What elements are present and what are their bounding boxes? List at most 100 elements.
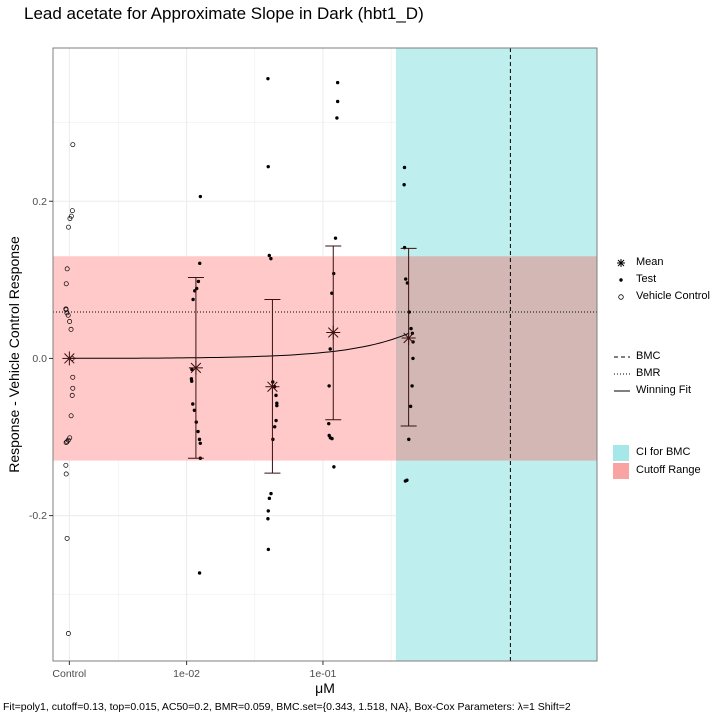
- test-point: [403, 479, 408, 483]
- test-point: [402, 183, 406, 187]
- mean-marker-stroke: [267, 381, 278, 392]
- mean-marker-stroke: [190, 362, 202, 374]
- legend-label-bmr: BMR: [636, 367, 661, 379]
- test-point: [196, 279, 201, 284]
- asterisk-icon: [617, 259, 625, 267]
- vehicle-control-point: [64, 439, 70, 445]
- test-point: [410, 384, 414, 388]
- mean-marker: [62, 351, 77, 366]
- test-point: [267, 253, 271, 258]
- vehicle-control-point: [68, 413, 74, 419]
- open-circle-icon: [618, 294, 624, 300]
- test-point: [266, 76, 270, 81]
- lines-legend: BMC BMR Winning Fit: [612, 348, 720, 404]
- test-point: [335, 116, 339, 120]
- mean-marker: [265, 379, 280, 394]
- test-point: [198, 261, 202, 266]
- mean-marker-stroke: [64, 353, 75, 364]
- test-point: [327, 384, 331, 388]
- vehicle-control-point: [68, 213, 74, 219]
- test-point: [333, 236, 338, 240]
- vehicle-control-point: [68, 326, 74, 332]
- test-point: [327, 421, 331, 426]
- vehicle-control-point: [64, 535, 70, 541]
- points-legend: Mean Test Vehicle Control: [612, 254, 720, 310]
- test-point: [267, 496, 272, 501]
- y-tick-label: -0.2: [29, 510, 47, 522]
- vehicle-control-point: [70, 385, 76, 391]
- test-point: [198, 194, 203, 199]
- test-point: [196, 429, 200, 434]
- legend-label-winning-fit: Winning Fit: [636, 384, 692, 396]
- fit-summary-footer: Fit=poly1, cutoff=0.13, top=0.015, AC50=…: [3, 701, 571, 713]
- test-point: [402, 165, 407, 170]
- test-point: [191, 297, 195, 302]
- test-point: [266, 164, 270, 169]
- test-point: [274, 418, 278, 423]
- vehicle-control-point: [63, 462, 69, 468]
- mean-marker: [188, 360, 203, 375]
- vehicle-control-point: [66, 224, 71, 230]
- test-point: [272, 425, 277, 429]
- test-point: [198, 441, 202, 446]
- vehicle-control-point: [70, 142, 76, 148]
- legend-label-cutoff-range: Cutoff Range: [636, 464, 701, 476]
- vehicle-control-point: [67, 216, 73, 221]
- test-point: [275, 401, 279, 405]
- vehicle-control-point: [65, 312, 71, 318]
- test-point: [197, 437, 202, 442]
- vehicle-control-point: [63, 471, 69, 477]
- chart-title: Lead acetate for Approximate Slope in Da…: [24, 4, 424, 23]
- test-point: [266, 509, 270, 513]
- y-tick-label: 0.2: [32, 196, 47, 208]
- y-axis-label: Response - Vehicle Control Response: [6, 236, 22, 473]
- plot-border: [52, 47, 598, 662]
- test-point: [409, 326, 413, 331]
- test-point: [335, 99, 340, 104]
- x-tick-label: Control: [52, 668, 86, 680]
- legend-label-bmc: BMC: [636, 350, 661, 362]
- legend-label-test: Test: [636, 273, 657, 285]
- test-point: [197, 571, 202, 575]
- vehicle-control-point: [65, 631, 71, 636]
- legend-label-ci-for-bmc: CI for BMC: [636, 446, 691, 458]
- test-point: [328, 347, 332, 351]
- test-point: [269, 491, 273, 496]
- vehicle-control-point: [70, 374, 76, 380]
- vehicle-control-point: [63, 440, 69, 445]
- fills-legend: CI for BMC Cutoff Range: [612, 444, 720, 484]
- ci-cutoff-overlap: [395, 256, 597, 461]
- dashed-line-icon: [614, 356, 630, 358]
- mean-marker: [326, 325, 341, 340]
- test-point: [266, 547, 271, 552]
- vehicle-control-point: [69, 208, 75, 214]
- test-point: [190, 367, 194, 372]
- test-point: [190, 379, 194, 383]
- x-tick-label: 1e-02: [173, 668, 200, 680]
- vehicle-control-point: [69, 392, 75, 398]
- test-point: [266, 517, 270, 521]
- filled-dot-icon: [619, 278, 623, 282]
- ci-swatch-icon: [613, 445, 629, 461]
- test-point: [404, 277, 408, 281]
- vehicle-control-point: [64, 310, 70, 316]
- x-axis-label: μM: [315, 680, 335, 696]
- test-point: [408, 404, 413, 409]
- test-point: [407, 310, 411, 314]
- test-point: [275, 403, 279, 408]
- test-point: [330, 291, 334, 295]
- test-point: [335, 80, 340, 85]
- vehicle-control-point: [63, 281, 69, 287]
- vehicle-control-point: [67, 319, 73, 324]
- x-tick-label: 1e-01: [310, 668, 337, 680]
- mean-marker-stroke: [403, 332, 414, 344]
- test-point: [411, 356, 415, 361]
- cutoff-swatch-icon: [613, 463, 629, 479]
- test-point: [407, 437, 411, 442]
- test-point: [330, 436, 334, 441]
- y-tick-label: 0.0: [32, 353, 47, 365]
- legend-label-mean: Mean: [636, 256, 664, 268]
- dotted-line-icon: [614, 373, 630, 375]
- test-point: [332, 465, 336, 469]
